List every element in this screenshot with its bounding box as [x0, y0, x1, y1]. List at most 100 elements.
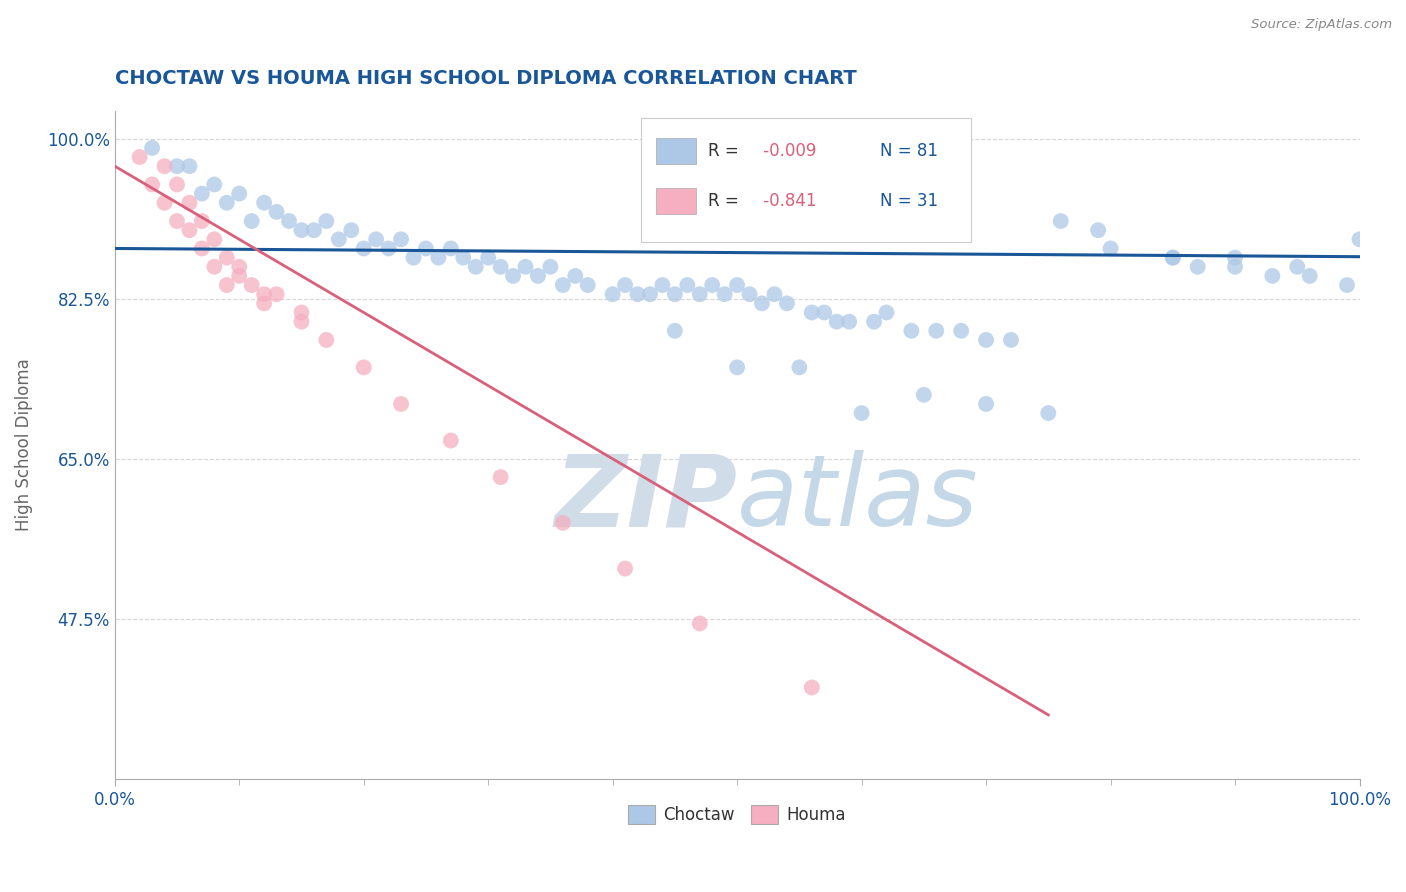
FancyBboxPatch shape [657, 187, 696, 214]
Point [353, 242, 375, 256]
Text: CHOCTAW VS HOUMA HIGH SCHOOL DIPLOMA CORRELATION CHART: CHOCTAW VS HOUMA HIGH SCHOOL DIPLOMA COR… [115, 69, 856, 87]
Point [315, 333, 337, 347]
Point [776, 296, 799, 310]
Point [240, 214, 263, 228]
Point [1049, 214, 1071, 228]
Point [153, 159, 176, 173]
Point [253, 287, 276, 301]
Point [427, 251, 450, 265]
FancyBboxPatch shape [641, 118, 972, 242]
Point [538, 260, 561, 274]
Point [166, 214, 188, 228]
Point [489, 470, 512, 484]
Point [415, 242, 437, 256]
Point [689, 287, 711, 301]
Text: -0.009: -0.009 [758, 142, 817, 160]
Point [266, 205, 288, 219]
Point [651, 278, 673, 293]
Point [713, 287, 735, 301]
Point [215, 251, 238, 265]
Point [290, 305, 312, 319]
Point [1038, 406, 1060, 420]
Point [1161, 251, 1184, 265]
Point [527, 268, 550, 283]
Point [240, 278, 263, 293]
Point [1099, 242, 1122, 256]
Point [1161, 251, 1184, 265]
Point [477, 251, 499, 265]
Point [664, 287, 686, 301]
Point [702, 278, 724, 293]
Point [290, 223, 312, 237]
Point [838, 315, 860, 329]
Point [278, 214, 301, 228]
Point [253, 195, 276, 210]
Point [789, 360, 811, 375]
Point [876, 305, 898, 319]
Point [564, 268, 586, 283]
Point [825, 315, 848, 329]
Point [340, 223, 363, 237]
Point [1336, 278, 1358, 293]
Point [353, 360, 375, 375]
Point [974, 397, 997, 411]
Point [166, 178, 188, 192]
Point [166, 159, 188, 173]
Point [1286, 260, 1309, 274]
Point [664, 324, 686, 338]
Point [489, 260, 512, 274]
Point [725, 360, 748, 375]
Point [389, 232, 412, 246]
Point [228, 268, 250, 283]
Point [725, 278, 748, 293]
Point [1223, 260, 1246, 274]
Point [551, 278, 574, 293]
Point [202, 232, 225, 246]
Point [576, 278, 599, 293]
Point [141, 141, 163, 155]
Point [974, 333, 997, 347]
Point [515, 260, 537, 274]
Point [440, 242, 463, 256]
Point [328, 232, 350, 246]
Point [266, 287, 288, 301]
Point [551, 516, 574, 530]
Point [813, 305, 835, 319]
Text: ZIP: ZIP [554, 450, 737, 547]
Point [453, 251, 475, 265]
Point [738, 287, 761, 301]
Point [202, 178, 225, 192]
Point [128, 150, 150, 164]
Y-axis label: High School Diploma: High School Diploma [15, 359, 32, 532]
Point [614, 561, 637, 575]
Point [215, 278, 238, 293]
Point [502, 268, 524, 283]
Point [202, 260, 225, 274]
Point [1223, 251, 1246, 265]
Legend: Choctaw, Houma: Choctaw, Houma [621, 798, 852, 830]
Point [900, 324, 922, 338]
Point [800, 305, 823, 319]
Point [302, 223, 325, 237]
Point [440, 434, 463, 448]
Text: -0.841: -0.841 [758, 192, 817, 211]
Point [179, 159, 201, 173]
Point [191, 214, 214, 228]
Point [689, 616, 711, 631]
Point [602, 287, 624, 301]
Point [215, 195, 238, 210]
Text: N = 31: N = 31 [880, 192, 938, 211]
Point [863, 315, 886, 329]
Text: atlas: atlas [737, 450, 979, 547]
Point [912, 388, 935, 402]
Point [179, 195, 201, 210]
Point [1000, 333, 1022, 347]
Point [366, 232, 388, 246]
Point [950, 324, 973, 338]
FancyBboxPatch shape [657, 137, 696, 164]
Point [676, 278, 699, 293]
Point [626, 287, 648, 301]
Point [851, 406, 873, 420]
Point [751, 296, 773, 310]
Text: Source: ZipAtlas.com: Source: ZipAtlas.com [1251, 18, 1392, 31]
